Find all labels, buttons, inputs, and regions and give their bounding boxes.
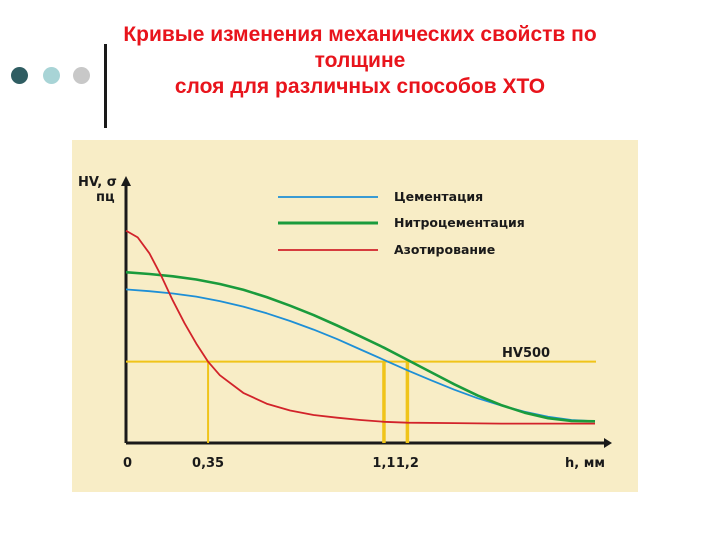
y-axis-label-subscript: пц (96, 190, 115, 205)
chart-axes (121, 176, 612, 448)
y-axis-label: HV, σ (78, 175, 117, 190)
series-line-2 (125, 270, 596, 423)
legend-label-3: Азотирование (394, 242, 495, 257)
decor-dot-2 (43, 67, 60, 84)
legend-label-1: Цементация (394, 189, 483, 204)
decor-dot-1 (11, 67, 28, 84)
x-tick-label: 0,35 (192, 456, 224, 471)
threshold-label: HV500 (502, 346, 550, 361)
decor-dot-3 (73, 67, 90, 84)
x-axis-arrow (604, 438, 612, 448)
y-axis-arrow (121, 176, 131, 186)
chart-labels: HV, σ пц h, мм HV500 0 0,35 1,1 1,2 (78, 175, 605, 471)
title-line-2: толщине (314, 49, 406, 72)
title-line-3: слоя для различных способов ХТО (174, 75, 546, 98)
decor-vertical-bar (104, 44, 107, 128)
x-tick-label: 1,1 (372, 456, 395, 471)
x-tick-label: 1,2 (396, 456, 419, 471)
slide-title: Кривые изменения механических свойств по… (60, 22, 660, 100)
title-line-1: Кривые изменения механических свойств по (123, 23, 597, 46)
chart-legend: Цементация Нитроцементация Азотирование (278, 189, 525, 257)
series-line-3 (125, 229, 595, 425)
legend-label-2: Нитроцементация (394, 215, 525, 230)
chart-panel (72, 140, 638, 492)
x-tick-label: 0 (123, 456, 132, 471)
chart-series (125, 229, 596, 425)
x-axis-label: h, мм (565, 456, 605, 471)
threshold-guides (126, 360, 596, 443)
